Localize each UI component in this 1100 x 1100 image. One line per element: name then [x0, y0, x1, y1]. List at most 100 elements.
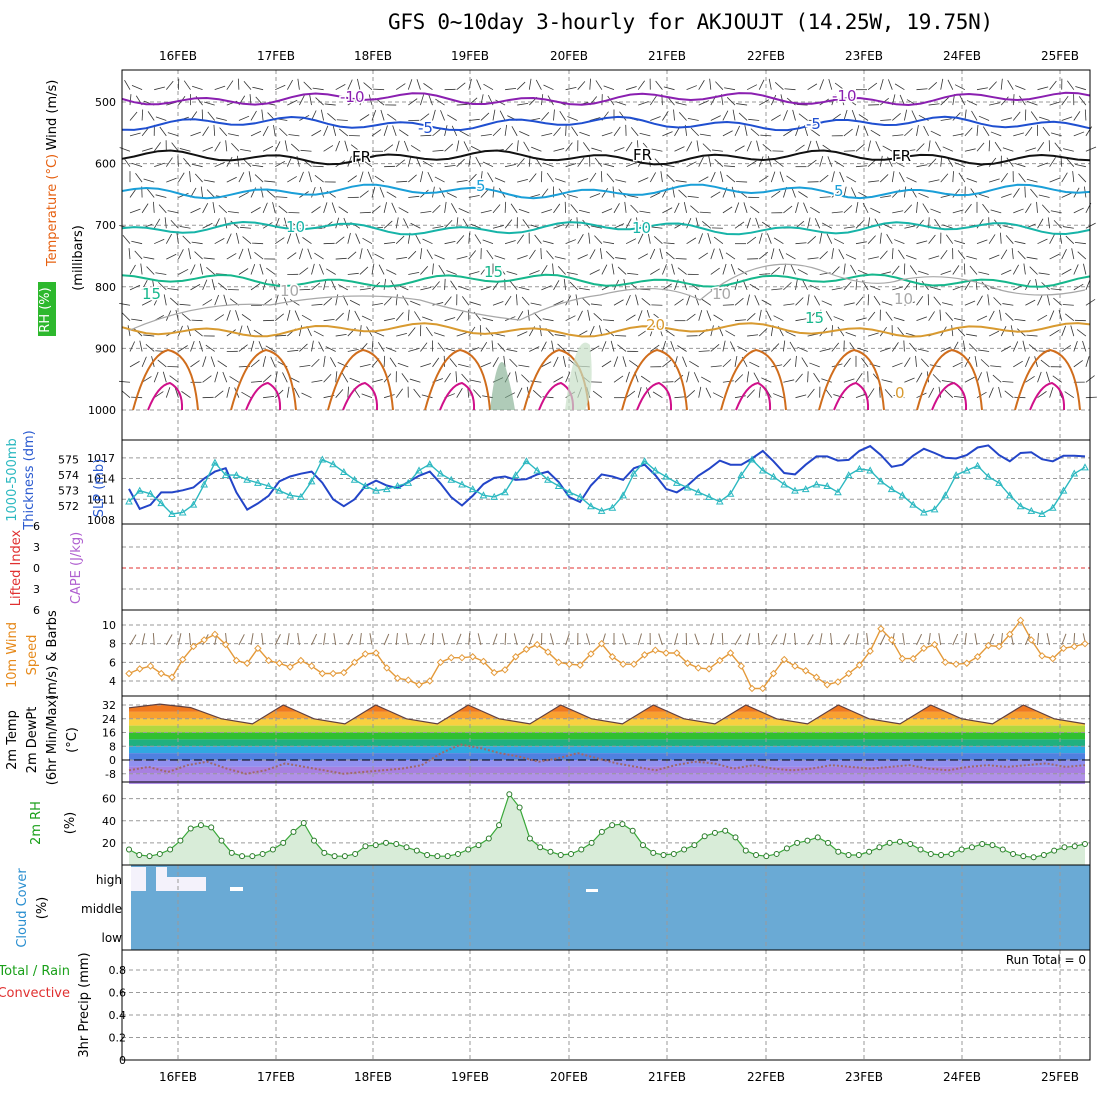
wind-barb [284, 140, 288, 152]
wind-barb [480, 341, 488, 352]
wind-barb [480, 112, 490, 121]
rh-point [290, 828, 297, 835]
cloud-level-label: middle [81, 902, 122, 916]
wind-barb [990, 131, 1002, 137]
temp-band [129, 718, 1085, 726]
wind-barb [1007, 80, 1014, 90]
wind-barb [1038, 194, 1050, 198]
wind-barb [428, 94, 433, 106]
wind-barb [662, 340, 666, 352]
wind-barb [158, 204, 167, 214]
wind-barb [422, 316, 433, 322]
wind-barb [178, 268, 189, 275]
cloud-clear-patch [156, 877, 206, 891]
wind-barb [637, 140, 639, 152]
wind-barb [338, 206, 349, 214]
wind-barb [904, 109, 908, 121]
wind-barb [122, 234, 131, 244]
wind-barb [625, 314, 636, 322]
wind10-point [436, 658, 445, 667]
wind-barb [1084, 109, 1087, 121]
wind-barb [845, 331, 857, 337]
wind-barb [250, 130, 262, 137]
wind-barb [575, 294, 579, 306]
wind-barb [577, 157, 585, 167]
wind-barb [190, 284, 201, 291]
wind-barb [434, 254, 445, 260]
wind-barb [1085, 222, 1096, 229]
wind-barb [698, 176, 709, 183]
wind-barb [662, 131, 673, 137]
wind-barb [166, 177, 177, 183]
wind-barb [347, 232, 351, 244]
contour-label: 10 [286, 218, 305, 236]
wind-barb [917, 348, 929, 352]
wind-barb [361, 315, 373, 322]
wind10-barb [383, 633, 390, 646]
wind10-point [522, 645, 531, 653]
wind-barb [855, 143, 865, 152]
pressure-tick-label: 800 [95, 281, 116, 294]
thickness-point [930, 505, 939, 513]
wind-barb [213, 124, 216, 136]
wind10-point [200, 636, 208, 644]
wind-barb [635, 294, 639, 306]
wind-barb [683, 202, 687, 213]
wind-barb [1001, 193, 1012, 198]
wind-barb [279, 127, 288, 137]
wind-barb [492, 127, 502, 137]
wind-barb [188, 248, 191, 260]
wind-barb [553, 356, 559, 368]
wind10-point [651, 646, 660, 654]
wind-barb [374, 175, 385, 183]
thickness-point [909, 500, 917, 508]
thickness-point [372, 486, 380, 494]
wind-barb [331, 202, 337, 214]
wind-barb [807, 159, 817, 167]
wind-barb [867, 82, 878, 90]
wind-barb [610, 340, 615, 352]
wind-barb [421, 394, 433, 399]
thickness-point [1081, 463, 1089, 471]
wind-barb [892, 112, 901, 121]
wind-barb [916, 88, 928, 91]
wind-barb [778, 248, 784, 260]
wind-barb [964, 300, 976, 306]
wind-barb [1037, 371, 1042, 383]
wind-barb [236, 232, 240, 244]
wind-barb [323, 202, 328, 214]
wind-barb [843, 357, 851, 368]
wind10-barb [513, 633, 518, 646]
date-label-bottom: 16FEB [159, 1070, 197, 1084]
wind-barb [577, 81, 586, 90]
wind-barb [686, 217, 692, 229]
wind-barb [710, 343, 720, 352]
wind10-barb [432, 633, 435, 646]
wind-barb [770, 171, 776, 183]
thickness-point [844, 471, 853, 479]
wind-barb [474, 234, 482, 244]
wind-barb [140, 263, 143, 275]
wind-barb [651, 148, 663, 152]
wind-barb [1050, 210, 1062, 214]
wind-barb [312, 87, 324, 91]
wind-barb [1073, 131, 1085, 137]
wind-barb [557, 266, 566, 275]
thickness-point [361, 481, 370, 489]
wind-barb [813, 372, 821, 383]
wind10-point [769, 669, 778, 678]
wind-barb [707, 232, 712, 244]
wind-barb [861, 357, 869, 368]
wind-barb [1073, 207, 1084, 214]
wind-barb [383, 355, 386, 367]
thickness-point [651, 466, 660, 474]
wind-barb [264, 180, 276, 183]
wind-barb [165, 387, 171, 398]
wind-barb [468, 155, 471, 167]
wind-barb [749, 361, 760, 368]
wind-barb [1054, 142, 1063, 152]
wind-barb [542, 318, 554, 322]
wind-barb [855, 165, 867, 168]
wind-barb [246, 325, 252, 337]
wind-barb [920, 358, 929, 368]
